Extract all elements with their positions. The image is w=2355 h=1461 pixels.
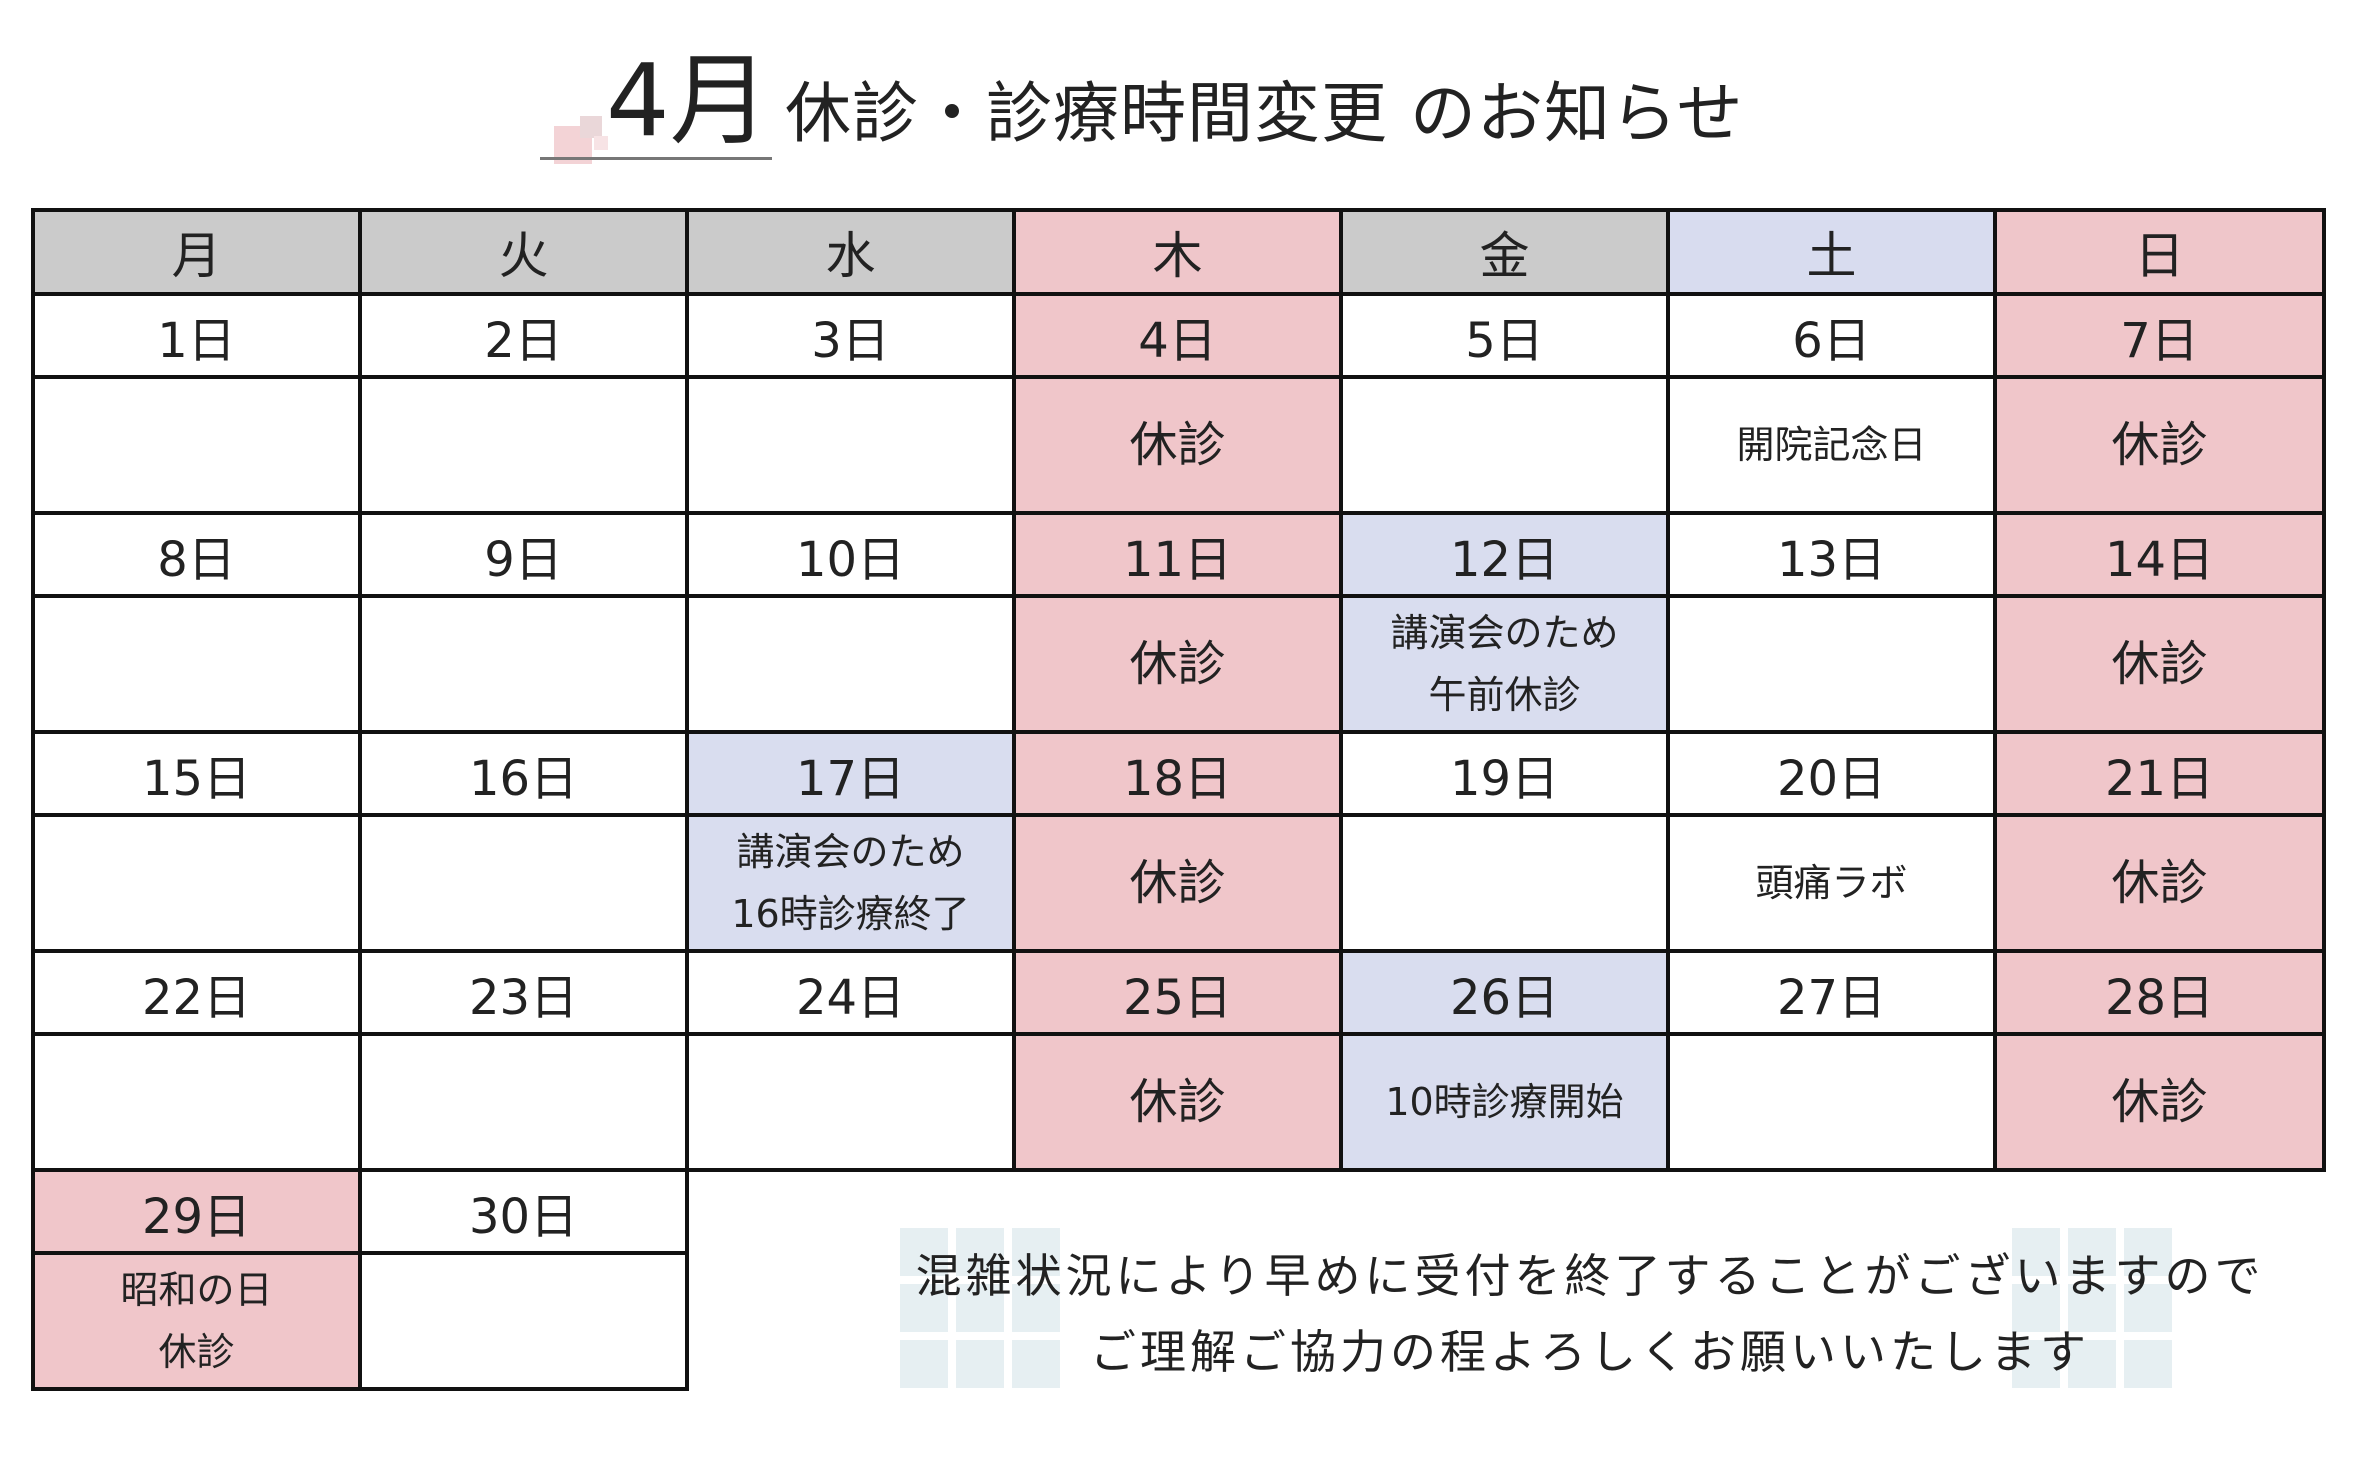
note-cell (1666, 594, 1997, 734)
note-line: 昭和の日 (120, 1268, 273, 1312)
weekday-fri: 金 (1339, 208, 1670, 296)
decorative-grid (900, 1228, 1066, 1394)
note-cell-closed: 休診 (1012, 813, 1343, 953)
date-cell: 11日 (1012, 511, 1343, 598)
note-cell (685, 375, 1016, 515)
note-cell (358, 813, 689, 953)
note-line: 16時診療終了 (731, 892, 970, 936)
weekday-wed: 水 (685, 208, 1016, 296)
weekday-thu: 木 (1012, 208, 1343, 296)
weekday-sat: 土 (1666, 208, 1997, 296)
note-cell-closed: 休診 (1993, 1032, 2326, 1172)
note-row: 休診 10時診療開始 休診 (31, 1032, 2326, 1172)
note-line: 講演会のため (1390, 611, 1619, 655)
footer-line: ご理解ご協力の程よろしくお願いいたします (1090, 1325, 2090, 1379)
note-cell-closed: 休診 (1012, 1032, 1343, 1172)
date-cell: 27日 (1666, 949, 1997, 1036)
footer-line: 混雑状況により早めに受付を終了することがございますので (915, 1249, 2265, 1303)
note-cell (685, 594, 1016, 734)
note-cell-closed: 休診 (1993, 375, 2326, 515)
date-cell: 28日 (1993, 949, 2326, 1036)
date-cell: 12日 (1339, 511, 1670, 598)
date-cell: 25日 (1012, 949, 1343, 1036)
date-cell: 23日 (358, 949, 689, 1036)
date-cell: 22日 (31, 949, 362, 1036)
note-cell (358, 594, 689, 734)
note-cell (685, 1032, 1016, 1172)
date-row: 15日 16日 17日 18日 19日 20日 21日 (31, 730, 2326, 817)
date-cell: 7日 (1993, 292, 2326, 379)
date-cell: 4日 (1012, 292, 1343, 379)
date-cell: 24日 (685, 949, 1016, 1036)
note-cell-closed: 休診 (1012, 594, 1343, 734)
note-cell (358, 375, 689, 515)
date-row: 8日 9日 10日 11日 12日 13日 14日 (31, 511, 2326, 598)
date-cell: 3日 (685, 292, 1016, 379)
date-cell: 9日 (358, 511, 689, 598)
note-cell (358, 1032, 689, 1172)
date-cell: 6日 (1666, 292, 1997, 379)
note-row: 休診 開院記念日 休診 (31, 375, 2326, 515)
note-row: 昭和の日 休診 (31, 1251, 2324, 1391)
decorative-square (594, 136, 608, 150)
date-cell: 20日 (1666, 730, 1997, 817)
note-cell-changed: 講演会のため 16時診療終了 (685, 813, 1016, 953)
date-cell: 2日 (358, 292, 689, 379)
weekday-mon: 月 (31, 208, 362, 296)
date-cell: 14日 (1993, 511, 2326, 598)
date-row: 1日 2日 3日 4日 5日 6日 7日 (31, 292, 2326, 379)
footer-notice: 混雑状況により早めに受付を終了することがございますので ご理解ご協力の程よろしく… (880, 1238, 2300, 1390)
decorative-square (580, 116, 602, 138)
decorative-grid (2012, 1228, 2178, 1394)
note-cell (31, 375, 362, 515)
note-cell (31, 813, 362, 953)
weekday-tue: 火 (358, 208, 689, 296)
date-cell: 19日 (1339, 730, 1670, 817)
date-cell: 15日 (31, 730, 362, 817)
calendar-table: 月 火 水 木 金 土 日 1日 2日 3日 4日 5日 6日 7日 休診 開院… (31, 208, 2326, 1391)
month-label: 4月 (606, 42, 770, 159)
date-cell: 10日 (685, 511, 1016, 598)
title-area: 4月 休診・診療時間変更 のお知らせ (540, 40, 1840, 170)
date-cell: 21日 (1993, 730, 2326, 817)
weekday-sun: 日 (1993, 208, 2326, 296)
note-line: 午前休診 (1428, 673, 1581, 717)
note-line: 講演会のため (736, 830, 965, 874)
note-cell-changed: 10時診療開始 (1339, 1032, 1670, 1172)
note-cell-closed: 休診 (1993, 813, 2326, 953)
date-row: 29日 30日 (31, 1168, 2324, 1255)
note-cell (358, 1251, 689, 1391)
note-row: 休診 講演会のため 午前休診 休診 (31, 594, 2326, 734)
note-cell (31, 594, 362, 734)
date-row: 22日 23日 24日 25日 26日 27日 28日 (31, 949, 2326, 1036)
date-cell: 13日 (1666, 511, 1997, 598)
date-cell: 16日 (358, 730, 689, 817)
note-cell (1339, 375, 1670, 515)
date-cell: 30日 (358, 1168, 689, 1255)
weekday-header-row: 月 火 水 木 金 土 日 (31, 208, 2326, 296)
page-title: 休診・診療時間変更 のお知らせ (785, 75, 1744, 152)
note-cell-changed: 講演会のため 午前休診 (1339, 594, 1670, 734)
note-cell-closed: 休診 (1012, 375, 1343, 515)
date-cell: 1日 (31, 292, 362, 379)
date-cell: 26日 (1339, 949, 1670, 1036)
date-cell: 5日 (1339, 292, 1670, 379)
date-cell: 18日 (1012, 730, 1343, 817)
note-cell-holiday: 昭和の日 休診 (31, 1251, 362, 1391)
date-cell: 17日 (685, 730, 1016, 817)
note-line: 休診 (158, 1330, 235, 1374)
note-row: 講演会のため 16時診療終了 休診 頭痛ラボ 休診 (31, 813, 2326, 953)
note-cell-headache-lab: 頭痛ラボ (1666, 813, 1997, 953)
date-cell: 29日 (31, 1168, 362, 1255)
note-cell (1339, 813, 1670, 953)
note-cell-closed: 休診 (1993, 594, 2326, 734)
month-underline (540, 157, 772, 160)
date-cell: 8日 (31, 511, 362, 598)
note-cell-anniversary: 開院記念日 (1666, 375, 1997, 515)
note-cell (31, 1032, 362, 1172)
note-cell (1666, 1032, 1997, 1172)
